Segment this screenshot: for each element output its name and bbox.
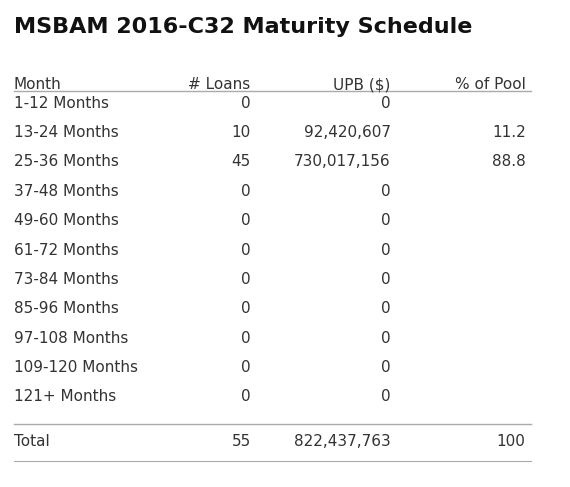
Text: # Loans: # Loans <box>189 77 251 93</box>
Text: 730,017,156: 730,017,156 <box>294 154 391 169</box>
Text: 0: 0 <box>381 331 391 346</box>
Text: 0: 0 <box>241 243 251 258</box>
Text: Total: Total <box>14 434 50 449</box>
Text: 0: 0 <box>381 96 391 111</box>
Text: 0: 0 <box>241 360 251 375</box>
Text: 25-36 Months: 25-36 Months <box>14 154 119 169</box>
Text: MSBAM 2016-C32 Maturity Schedule: MSBAM 2016-C32 Maturity Schedule <box>14 17 472 37</box>
Text: 88.8: 88.8 <box>492 154 526 169</box>
Text: 0: 0 <box>381 301 391 316</box>
Text: 100: 100 <box>496 434 526 449</box>
Text: 109-120 Months: 109-120 Months <box>14 360 137 375</box>
Text: 121+ Months: 121+ Months <box>14 390 116 404</box>
Text: 85-96 Months: 85-96 Months <box>14 301 119 316</box>
Text: 0: 0 <box>381 360 391 375</box>
Text: UPB ($): UPB ($) <box>333 77 391 93</box>
Text: Month: Month <box>14 77 62 93</box>
Text: 37-48 Months: 37-48 Months <box>14 184 119 199</box>
Text: 92,420,607: 92,420,607 <box>304 125 391 140</box>
Text: 0: 0 <box>241 213 251 228</box>
Text: 0: 0 <box>241 390 251 404</box>
Text: 0: 0 <box>241 331 251 346</box>
Text: 0: 0 <box>241 272 251 287</box>
Text: 61-72 Months: 61-72 Months <box>14 243 119 258</box>
Text: 0: 0 <box>241 184 251 199</box>
Text: 0: 0 <box>381 184 391 199</box>
Text: 11.2: 11.2 <box>492 125 526 140</box>
Text: 73-84 Months: 73-84 Months <box>14 272 119 287</box>
Text: 0: 0 <box>381 243 391 258</box>
Text: 45: 45 <box>231 154 251 169</box>
Text: 0: 0 <box>381 213 391 228</box>
Text: 0: 0 <box>381 272 391 287</box>
Text: 0: 0 <box>241 96 251 111</box>
Text: 822,437,763: 822,437,763 <box>294 434 391 449</box>
Text: 97-108 Months: 97-108 Months <box>14 331 128 346</box>
Text: 0: 0 <box>381 390 391 404</box>
Text: 13-24 Months: 13-24 Months <box>14 125 119 140</box>
Text: 49-60 Months: 49-60 Months <box>14 213 119 228</box>
Text: % of Pool: % of Pool <box>455 77 526 93</box>
Text: 0: 0 <box>241 301 251 316</box>
Text: 55: 55 <box>231 434 251 449</box>
Text: 10: 10 <box>231 125 251 140</box>
Text: 1-12 Months: 1-12 Months <box>14 96 108 111</box>
